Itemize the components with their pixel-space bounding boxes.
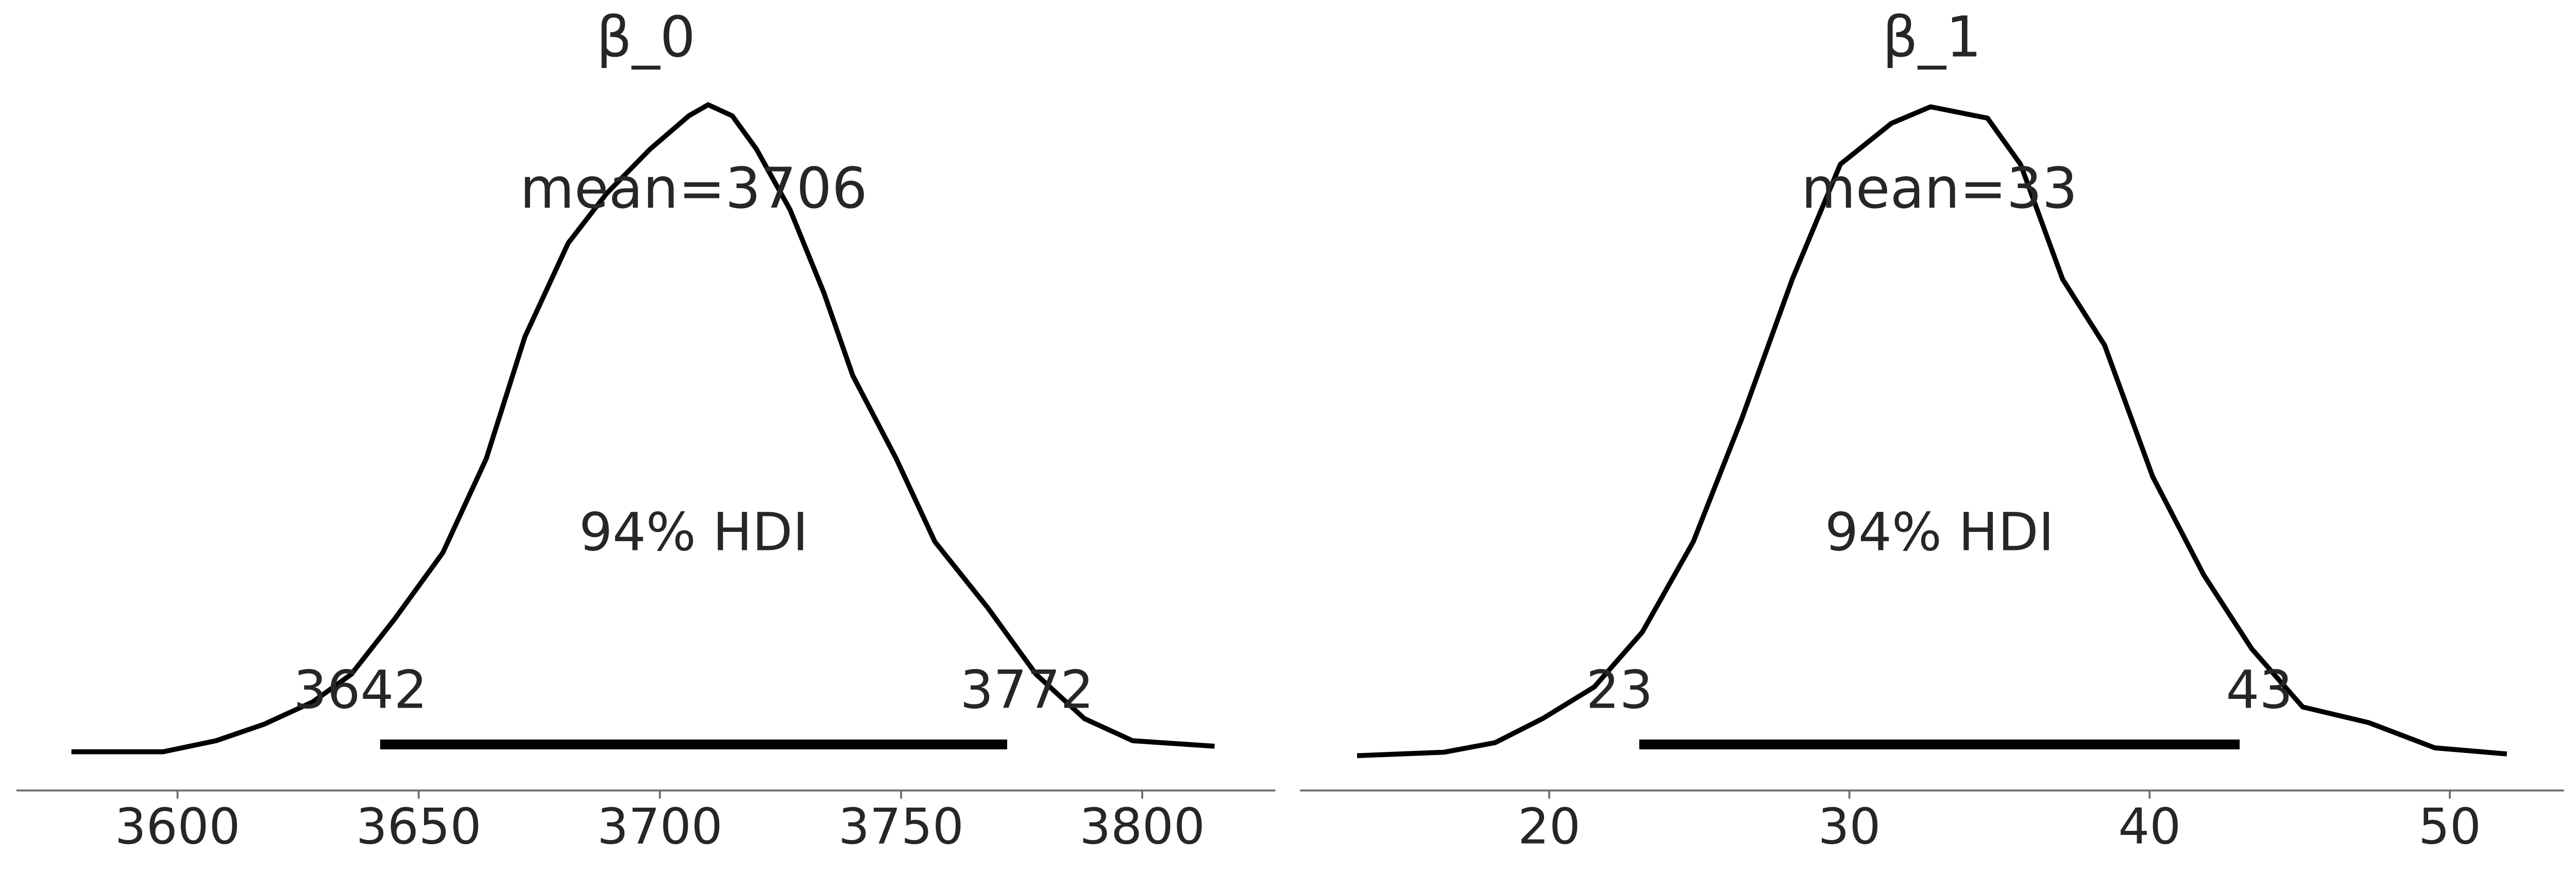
hdi-label: 94% HDI [579, 501, 808, 563]
x-tick-label: 40 [2118, 798, 2181, 856]
hdi-label: 94% HDI [1825, 501, 2054, 563]
x-tick-label: 3650 [356, 798, 482, 856]
x-tick-label: 50 [2418, 798, 2481, 856]
x-tick-label: 20 [1518, 798, 1581, 856]
density-curve [71, 102, 1215, 755]
hdi-upper-label: 43 [2226, 659, 2293, 721]
x-tick-label: 3750 [838, 798, 964, 856]
hdi-lower-label: 23 [1586, 659, 1653, 721]
mean-label: mean=3706 [520, 156, 867, 221]
hdi-lower-label: 3642 [294, 659, 428, 721]
panel-title: β_1 [1883, 5, 1981, 70]
panel-title: β_0 [596, 5, 695, 70]
x-tick-label: 3800 [1079, 798, 1205, 856]
x-tick-label: 3600 [115, 798, 241, 856]
mean-label: mean=33 [1801, 156, 2077, 221]
density-curve [1357, 104, 2507, 759]
hdi-upper-label: 3772 [960, 659, 1094, 721]
x-tick-label: 30 [1818, 798, 1881, 856]
x-tick-label: 3700 [597, 798, 723, 856]
